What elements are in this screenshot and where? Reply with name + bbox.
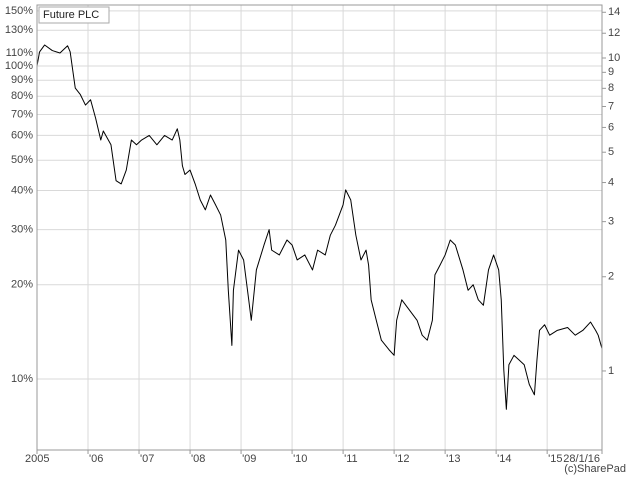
y2-tick-label: 8 [608,82,614,94]
plot [36,44,603,410]
y-tick-label: 90% [11,74,33,86]
y2-tick-label: 2 [608,271,614,283]
y-tick-label: 50% [11,154,33,166]
y2-tick-label: 7 [608,100,614,112]
x-tick-label: '06 [89,453,103,465]
y2-tick-label: 4 [608,176,614,188]
x-tick-label: '08 [191,453,205,465]
y-tick-label: 100% [5,60,33,72]
y2-tick-label: 5 [608,146,614,158]
y-tick-label: 60% [11,129,33,141]
x-tick-label: 28/1/16 [563,453,600,465]
y-tick-label: 40% [11,184,33,196]
y-tick-label: 70% [11,108,33,120]
x-tick-label: '07 [140,453,154,465]
x-tick-label: '12 [395,453,409,465]
y-tick-label: 20% [11,279,33,291]
x-tick-label: '14 [497,453,511,465]
x-tick-label: 2005 [25,453,49,465]
y-tick-label: 150% [5,5,33,17]
y2-tick-label: 14 [608,6,620,18]
y2-tick-label: 3 [608,216,614,228]
y2-tick-label: 12 [608,27,620,39]
y-tick-label: 110% [6,47,34,59]
plot-frame [36,4,603,451]
x-tick-label: '09 [242,453,256,465]
y-tick-label: 80% [11,90,33,102]
x-tick-label: '11 [344,453,358,465]
y-tick-label: 10% [11,373,33,385]
chart-title: Future PLC [43,9,99,21]
y-tick-label: 130% [5,24,33,36]
x-tick-label: '13 [446,453,460,465]
price-line [36,44,603,410]
x-tick-label: '10 [293,453,307,465]
y-tick-label: 30% [11,224,33,236]
title-box [38,6,110,24]
y2-tick-label: 9 [608,66,614,78]
y2-tick-label: 10 [608,52,620,64]
x-tick-label: '15 [548,453,562,465]
watermark: (c)SharePad [564,463,626,475]
y2-tick-label: 6 [608,121,614,133]
y2-tick-label: 1 [608,365,614,377]
